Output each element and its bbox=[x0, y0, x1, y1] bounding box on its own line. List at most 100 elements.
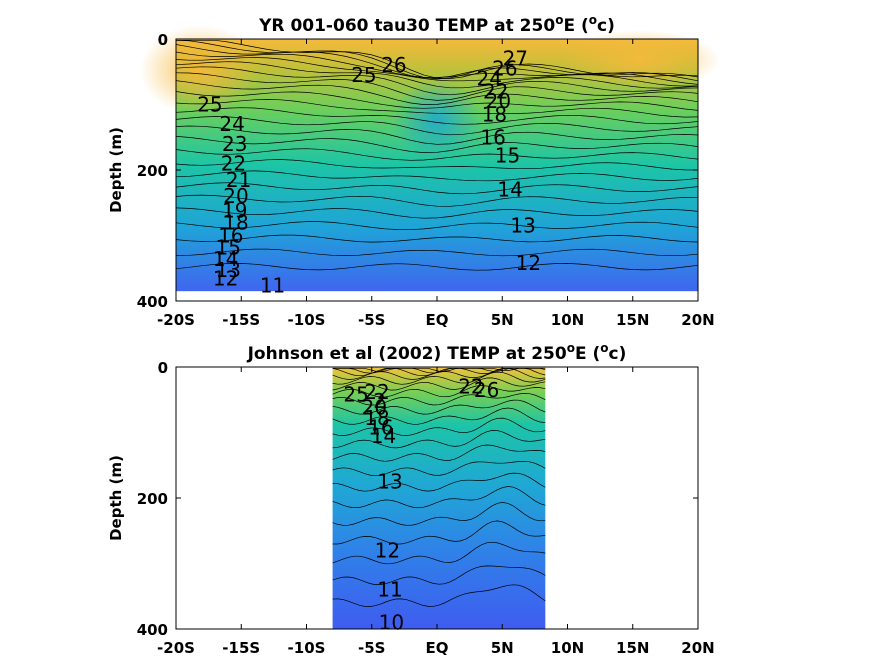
panel-observed-title-main: Johnson et al (2002) TEMP at 250 bbox=[247, 344, 567, 364]
contour-label: 22 bbox=[364, 380, 389, 404]
contour-line bbox=[175, 234, 699, 243]
panel-model: YR 001-060 tau30 TEMP at 250oE (oc) 2525… bbox=[107, 13, 720, 329]
contour-label: 24 bbox=[476, 66, 501, 90]
x-tick-label: -15S bbox=[222, 639, 260, 656]
x-tick-label: -5S bbox=[358, 639, 385, 656]
contour-label: 26 bbox=[381, 53, 406, 77]
panel-model-ylabel: Depth (m) bbox=[107, 127, 125, 213]
contour-line bbox=[332, 371, 546, 385]
contour-line bbox=[332, 584, 546, 607]
contour-line bbox=[175, 125, 699, 145]
contour-line bbox=[332, 430, 546, 449]
panel-observed-x-ticks: -20S -15S -10S -5S EQ 5N 10N 15N 20N bbox=[157, 367, 715, 656]
contour-label: 27 bbox=[503, 47, 528, 71]
contour-line bbox=[332, 472, 546, 492]
contour-label: 22 bbox=[458, 375, 483, 399]
contour-line bbox=[175, 91, 699, 111]
x-tick-label: EQ bbox=[426, 639, 449, 656]
panel-model-title-unit: c) bbox=[597, 16, 615, 36]
contour-label: 16 bbox=[368, 415, 393, 439]
y-tick-label: 200 bbox=[137, 162, 168, 180]
contour-line bbox=[332, 377, 546, 391]
contour-line bbox=[175, 39, 699, 80]
panel-observed: Johnson et al (2002) TEMP at 250oE (oc) … bbox=[107, 341, 715, 656]
x-tick-label: -5S bbox=[358, 311, 385, 329]
panel-model-x-ticks: -20S -15S -10S -5S EQ 5N 10N 15N 20N bbox=[157, 39, 715, 329]
x-tick-label: EQ bbox=[426, 311, 449, 329]
contour-label: 16 bbox=[480, 125, 505, 149]
panel-observed-title-unit-super: o bbox=[600, 341, 608, 355]
contour-label: 20 bbox=[362, 396, 387, 420]
x-tick-label: -20S bbox=[157, 639, 195, 656]
contour-label: 16 bbox=[218, 224, 243, 248]
panel-observed-title-unit: c) bbox=[609, 344, 627, 364]
panel-model-title-main: YR 001-060 tau30 TEMP at 250 bbox=[258, 16, 555, 36]
contour-line bbox=[175, 61, 699, 89]
panel-model-y-ticks: 0 200 400 bbox=[137, 31, 698, 311]
contour-line bbox=[175, 221, 699, 231]
panel-observed-ylabel: Depth (m) bbox=[107, 455, 125, 541]
contour-label: 26 bbox=[474, 378, 499, 402]
contour-label: 14 bbox=[371, 424, 396, 448]
contour-label: 26 bbox=[492, 56, 517, 80]
x-tick-label: -10S bbox=[288, 311, 326, 329]
x-tick-label: 15N bbox=[616, 639, 649, 656]
contour-line bbox=[332, 393, 546, 406]
contour-label: 14 bbox=[213, 247, 238, 271]
contour-label: 22 bbox=[483, 79, 508, 103]
contour-line bbox=[332, 385, 546, 398]
contour-line bbox=[175, 148, 699, 161]
x-tick-label: 15N bbox=[616, 311, 649, 329]
panel-observed-title-tail: E ( bbox=[575, 344, 600, 364]
contour-label: 18 bbox=[223, 210, 248, 234]
y-tick-label: 0 bbox=[158, 31, 168, 49]
contour-line bbox=[175, 72, 699, 101]
contour-label: 19 bbox=[222, 199, 247, 223]
panel-model-title-tail: E ( bbox=[563, 16, 588, 36]
contour-line bbox=[175, 170, 699, 182]
contour-line bbox=[332, 541, 546, 565]
x-tick-label: 10N bbox=[551, 311, 584, 329]
contour-label: 13 bbox=[377, 470, 402, 494]
contour-label: 20 bbox=[486, 89, 511, 113]
contour-line bbox=[332, 444, 546, 462]
y-tick-label: 400 bbox=[137, 293, 168, 311]
x-tick-label: -15S bbox=[222, 311, 260, 329]
contour-label: 11 bbox=[377, 578, 402, 602]
contour-line bbox=[175, 107, 699, 125]
y-tick-label: 200 bbox=[137, 490, 168, 508]
y-tick-label: 0 bbox=[158, 359, 168, 377]
contour-line bbox=[175, 80, 699, 105]
contour-line bbox=[175, 248, 699, 257]
panel-model-title: YR 001-060 tau30 TEMP at 250oE (oc) bbox=[258, 13, 615, 36]
contour-label: 13 bbox=[510, 214, 535, 238]
x-tick-label: 5N bbox=[491, 639, 514, 656]
y-tick-label: 400 bbox=[137, 621, 168, 639]
contour-line bbox=[175, 51, 699, 85]
panel-observed-title-super: o bbox=[567, 341, 575, 355]
panel-model-contours bbox=[175, 39, 699, 271]
x-tick-label: 10N bbox=[551, 639, 584, 656]
contour-label: 21 bbox=[226, 168, 251, 192]
contour-line bbox=[175, 66, 699, 96]
contour-line bbox=[332, 417, 546, 436]
contour-label: 25 bbox=[351, 63, 376, 87]
contour-line bbox=[332, 407, 546, 425]
contour-line bbox=[332, 486, 546, 509]
contour-label: 18 bbox=[482, 102, 507, 126]
contour-label: 2 bbox=[373, 389, 386, 413]
contour-line bbox=[332, 520, 546, 545]
contour-line bbox=[175, 99, 699, 118]
contour-label: 24 bbox=[219, 112, 244, 136]
contour-label: 25 bbox=[197, 93, 222, 117]
contour-label: 25 bbox=[343, 383, 368, 407]
contour-label: 12 bbox=[375, 538, 400, 562]
contour-line bbox=[175, 116, 699, 136]
contour-label: 22 bbox=[221, 151, 246, 175]
contour-label: 12 bbox=[213, 267, 238, 291]
contour-label: 12 bbox=[516, 251, 541, 275]
equatorial-cold-tongue bbox=[392, 80, 482, 160]
panel-model-title-unit-super: o bbox=[589, 13, 597, 27]
